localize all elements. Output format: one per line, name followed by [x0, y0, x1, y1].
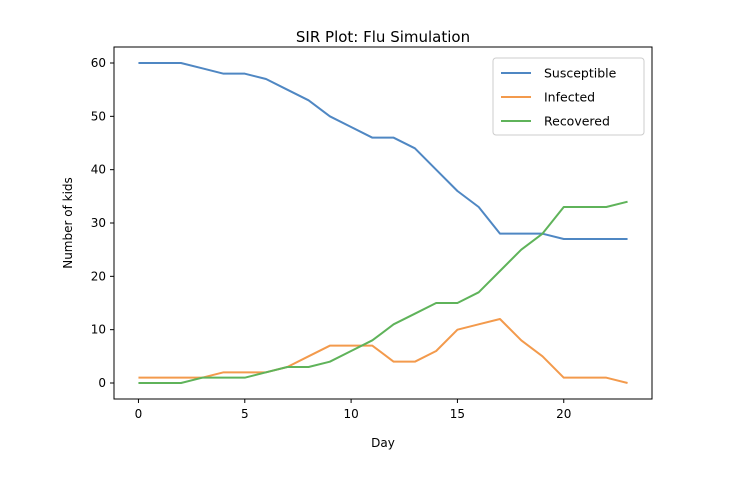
legend-label: Susceptible — [544, 66, 617, 81]
chart-title: SIR Plot: Flu Simulation — [296, 28, 470, 46]
y-axis-ticks: 0 10 20 30 40 50 60 — [91, 56, 114, 390]
y-tick-label: 50 — [91, 109, 106, 123]
legend-label: Recovered — [544, 114, 610, 129]
y-axis-label: Number of kids — [61, 177, 75, 269]
x-tick-label: 5 — [241, 407, 249, 421]
y-tick-label: 30 — [91, 216, 106, 230]
plot-lines — [138, 62, 628, 384]
legend-label: Infected — [544, 90, 595, 105]
legend: Susceptible Infected Recovered — [492, 57, 645, 136]
y-tick-label: 10 — [91, 323, 106, 337]
x-tick-label: 10 — [343, 407, 358, 421]
y-tick-label: 20 — [91, 269, 106, 283]
x-tick-label: 0 — [135, 407, 143, 421]
series-line-susceptible — [138, 62, 628, 240]
y-tick-label: 40 — [91, 163, 106, 177]
legend-box — [492, 57, 645, 136]
y-tick-label: 0 — [98, 376, 106, 390]
x-axis-label: Day — [371, 436, 395, 450]
series-line-recovered — [138, 200, 628, 384]
y-tick-label: 60 — [91, 56, 106, 70]
series-line-infected — [138, 318, 628, 384]
x-axis-ticks: 0 5 10 15 20 — [135, 399, 571, 421]
x-tick-label: 20 — [556, 407, 571, 421]
x-tick-label: 15 — [450, 407, 465, 421]
